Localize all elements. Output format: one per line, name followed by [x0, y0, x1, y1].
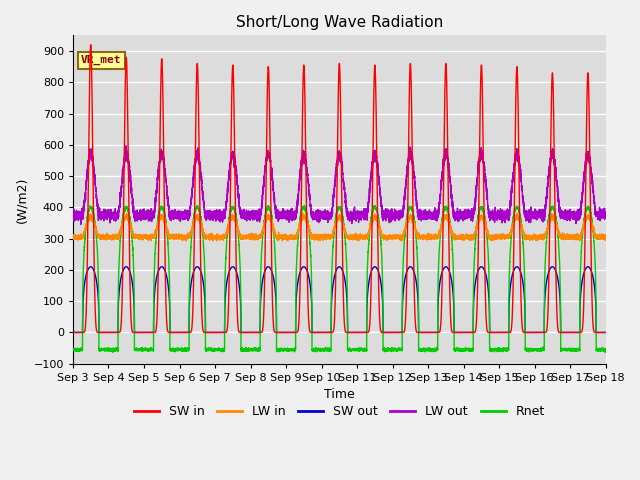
Legend: SW in, LW in, SW out, LW out, Rnet: SW in, LW in, SW out, LW out, Rnet: [129, 400, 550, 423]
Text: VR_met: VR_met: [81, 55, 122, 65]
Y-axis label: (W/m2): (W/m2): [15, 176, 28, 223]
X-axis label: Time: Time: [324, 388, 355, 401]
Title: Short/Long Wave Radiation: Short/Long Wave Radiation: [236, 15, 443, 30]
